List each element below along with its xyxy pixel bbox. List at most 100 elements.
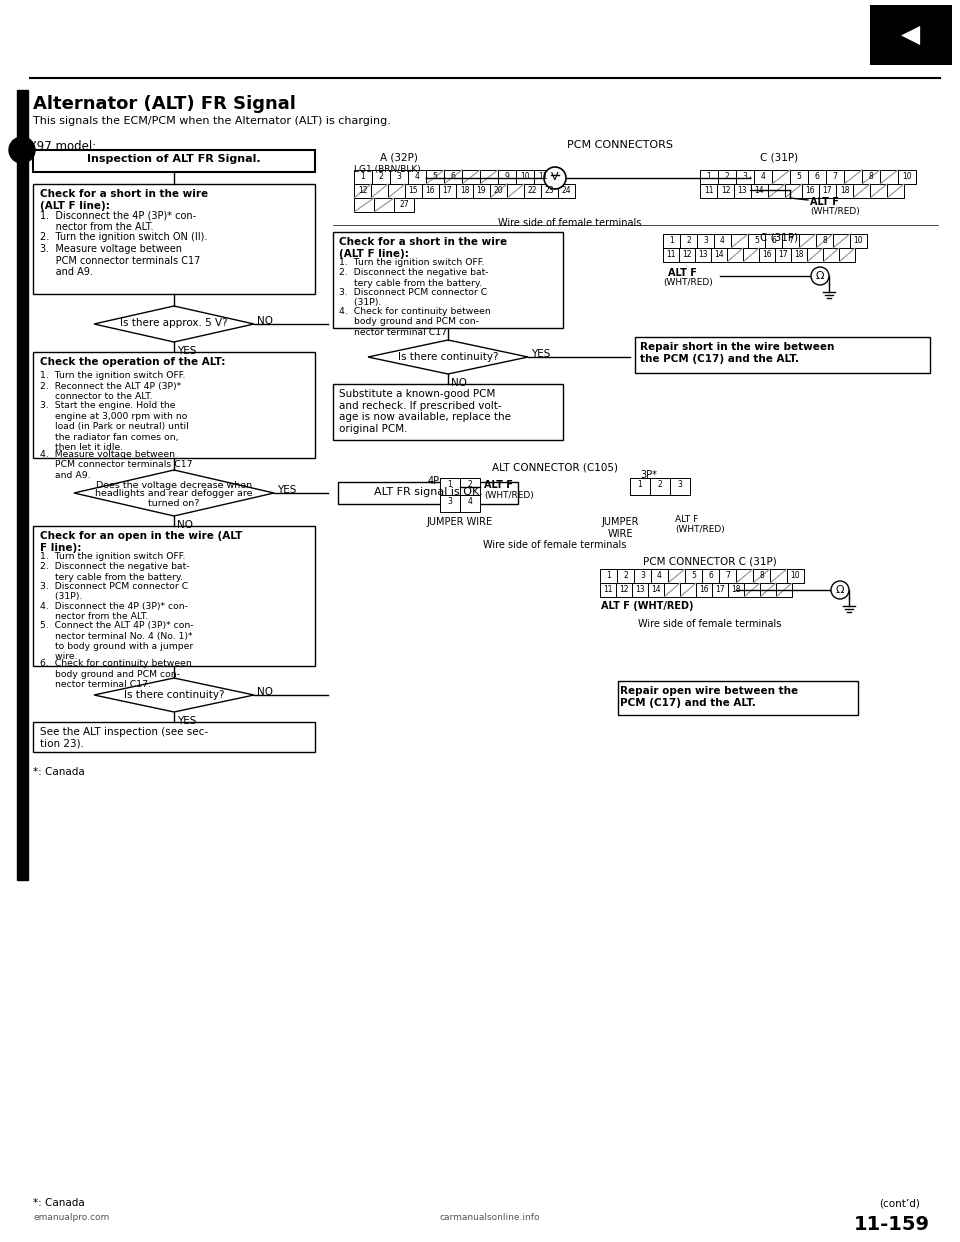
- Text: 4: 4: [760, 171, 765, 181]
- Text: 8: 8: [822, 236, 827, 245]
- FancyBboxPatch shape: [462, 170, 480, 184]
- Text: 10: 10: [791, 571, 801, 580]
- Text: 6.  Check for continuity between
     body ground and PCM con-
     nector termi: 6. Check for continuity between body gro…: [40, 660, 192, 689]
- FancyBboxPatch shape: [17, 89, 28, 881]
- FancyBboxPatch shape: [333, 384, 563, 440]
- FancyBboxPatch shape: [898, 170, 916, 184]
- FancyBboxPatch shape: [33, 351, 315, 458]
- FancyBboxPatch shape: [534, 170, 552, 184]
- FancyBboxPatch shape: [426, 170, 444, 184]
- FancyBboxPatch shape: [728, 582, 744, 597]
- Circle shape: [544, 166, 566, 189]
- FancyBboxPatch shape: [826, 170, 844, 184]
- Text: 3: 3: [743, 171, 748, 181]
- Text: 11: 11: [603, 585, 612, 594]
- Text: 12: 12: [683, 250, 692, 260]
- Text: 3: 3: [396, 171, 401, 181]
- FancyBboxPatch shape: [734, 184, 751, 197]
- Text: 6: 6: [708, 571, 713, 580]
- FancyBboxPatch shape: [791, 248, 807, 262]
- FancyBboxPatch shape: [736, 170, 754, 184]
- Text: 13: 13: [698, 250, 708, 260]
- FancyBboxPatch shape: [785, 184, 802, 197]
- Text: ALT F: ALT F: [810, 197, 839, 207]
- FancyBboxPatch shape: [696, 582, 712, 597]
- Text: carmanualsonline.info: carmanualsonline.info: [440, 1213, 540, 1222]
- Text: 27: 27: [399, 200, 409, 209]
- Text: 11: 11: [666, 250, 676, 260]
- FancyBboxPatch shape: [870, 184, 887, 197]
- Text: 5: 5: [797, 171, 802, 181]
- FancyBboxPatch shape: [714, 233, 731, 248]
- Text: 18: 18: [732, 585, 741, 594]
- Text: 1: 1: [447, 479, 452, 489]
- Text: NO: NO: [257, 687, 273, 697]
- Text: 10: 10: [853, 236, 863, 245]
- Text: 8: 8: [759, 571, 764, 580]
- FancyBboxPatch shape: [498, 170, 516, 184]
- Text: 11: 11: [704, 186, 713, 195]
- Text: ALT F
(WHT/RED): ALT F (WHT/RED): [675, 515, 725, 534]
- Text: 17: 17: [779, 250, 788, 260]
- FancyBboxPatch shape: [33, 150, 315, 171]
- Text: NO: NO: [257, 315, 273, 325]
- FancyBboxPatch shape: [807, 248, 823, 262]
- Text: 4P: 4P: [428, 476, 440, 486]
- Text: 11-159: 11-159: [854, 1215, 930, 1235]
- Text: Does the voltage decrease when: Does the voltage decrease when: [96, 481, 252, 489]
- Text: PCM CONNECTOR C (31P): PCM CONNECTOR C (31P): [643, 556, 777, 568]
- FancyBboxPatch shape: [702, 569, 719, 582]
- FancyBboxPatch shape: [751, 184, 768, 197]
- Text: 19: 19: [477, 186, 487, 195]
- Text: JUMPER WIRE: JUMPER WIRE: [427, 517, 493, 527]
- FancyBboxPatch shape: [600, 569, 617, 582]
- FancyBboxPatch shape: [700, 170, 718, 184]
- Text: 10: 10: [520, 171, 530, 181]
- FancyBboxPatch shape: [390, 170, 408, 184]
- FancyBboxPatch shape: [833, 233, 850, 248]
- FancyBboxPatch shape: [775, 248, 791, 262]
- Text: 18: 18: [840, 186, 850, 195]
- Text: 12: 12: [721, 186, 731, 195]
- Text: 12: 12: [619, 585, 629, 594]
- Text: ALT F (WHT/RED): ALT F (WHT/RED): [601, 601, 693, 611]
- Text: 1: 1: [606, 571, 611, 580]
- FancyBboxPatch shape: [719, 569, 736, 582]
- Text: YES: YES: [177, 715, 197, 727]
- FancyBboxPatch shape: [456, 184, 473, 197]
- Text: 17: 17: [823, 186, 832, 195]
- Text: 1.  Turn the ignition switch OFF.: 1. Turn the ignition switch OFF.: [40, 371, 185, 380]
- Text: C (31P): C (31P): [760, 153, 798, 163]
- Text: 20: 20: [493, 186, 503, 195]
- Text: 5: 5: [754, 236, 759, 245]
- Text: 14: 14: [651, 585, 660, 594]
- Text: YES: YES: [531, 349, 550, 359]
- FancyBboxPatch shape: [460, 478, 480, 496]
- Text: 3: 3: [703, 236, 708, 245]
- Text: 5.  Connect the ALT 4P (3P)* con-
     nector terminal No. 4 (No. 1)*
     to bo: 5. Connect the ALT 4P (3P)* con- nector …: [40, 621, 194, 661]
- FancyBboxPatch shape: [439, 184, 456, 197]
- FancyBboxPatch shape: [668, 569, 685, 582]
- Text: 7: 7: [832, 171, 837, 181]
- Text: YES: YES: [177, 347, 197, 356]
- Text: 2: 2: [686, 236, 691, 245]
- FancyBboxPatch shape: [759, 248, 775, 262]
- FancyBboxPatch shape: [765, 233, 782, 248]
- Text: Alternator (ALT) FR Signal: Alternator (ALT) FR Signal: [33, 94, 296, 113]
- FancyBboxPatch shape: [616, 582, 632, 597]
- FancyBboxPatch shape: [338, 482, 518, 504]
- Text: 2.  Disconnect the negative bat-
     tery cable from the battery.: 2. Disconnect the negative bat- tery cab…: [339, 268, 489, 288]
- FancyBboxPatch shape: [354, 184, 371, 197]
- Text: 2.  Disconnect the negative bat-
     tery cable from the battery.: 2. Disconnect the negative bat- tery cab…: [40, 563, 190, 581]
- Text: 6: 6: [815, 171, 820, 181]
- Text: *: Canada: *: Canada: [33, 768, 84, 777]
- FancyBboxPatch shape: [558, 184, 575, 197]
- FancyBboxPatch shape: [743, 248, 759, 262]
- FancyBboxPatch shape: [670, 478, 690, 496]
- FancyBboxPatch shape: [727, 248, 743, 262]
- Text: 5: 5: [433, 171, 438, 181]
- Text: 4: 4: [468, 497, 472, 505]
- FancyBboxPatch shape: [753, 569, 770, 582]
- FancyBboxPatch shape: [790, 170, 808, 184]
- FancyBboxPatch shape: [524, 184, 541, 197]
